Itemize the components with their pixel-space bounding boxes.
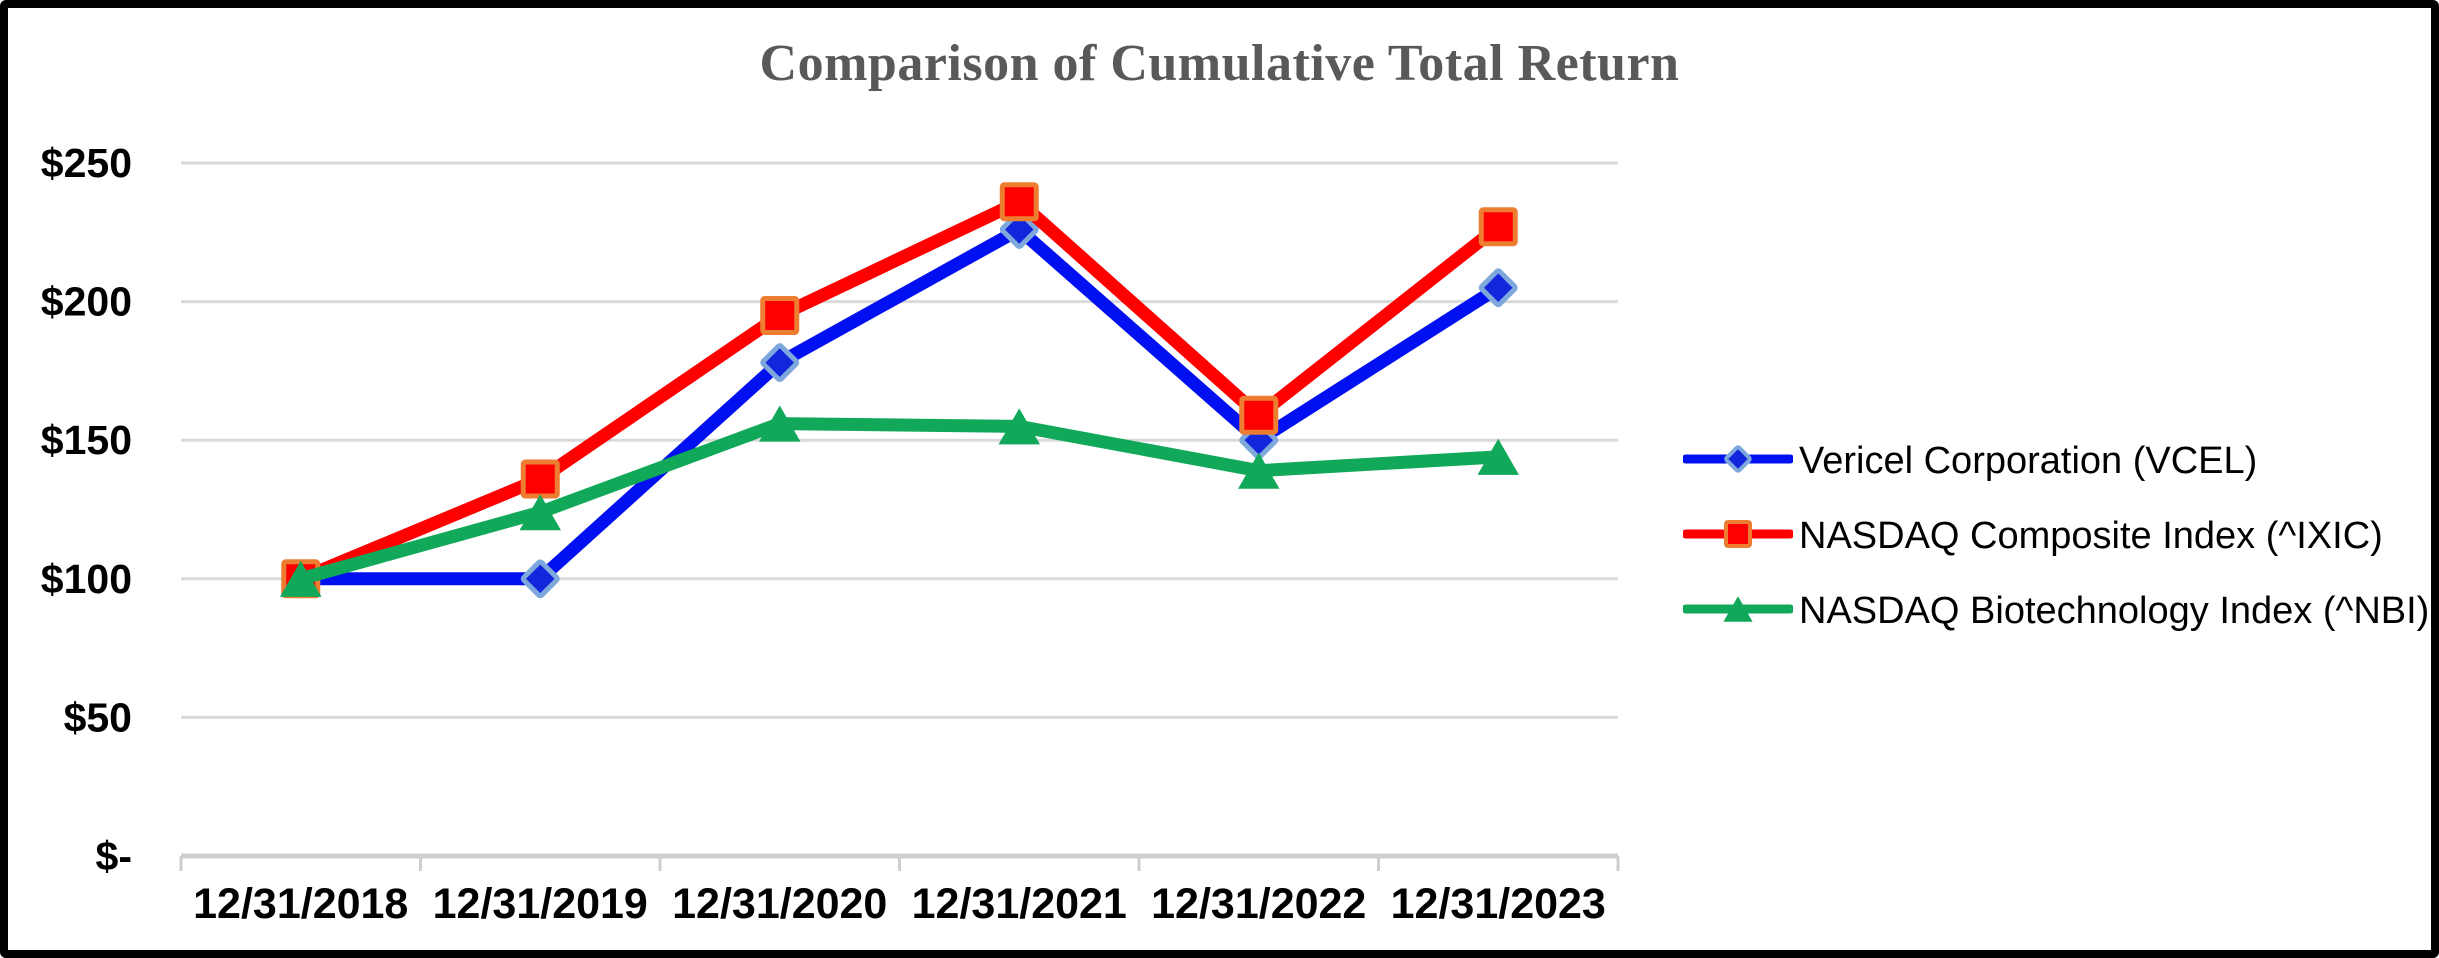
series-triangle (280, 405, 1519, 597)
square-marker-icon (760, 295, 800, 335)
legend-item-vcel: Vericel Corporation (VCEL) (1681, 434, 2429, 489)
x-axis (179, 853, 1620, 871)
ixic-line-square-swatch-icon (1681, 509, 1795, 564)
legend-label-vcel: Vericel Corporation (VCEL) (1799, 439, 2258, 482)
series-diamond (281, 210, 1518, 599)
y-tick-label: $50 (64, 694, 132, 740)
square-marker-icon (1239, 395, 1279, 435)
x-tick-label: 12/31/2021 (912, 880, 1127, 928)
x-tick-label: 12/31/2022 (1151, 880, 1366, 928)
plot-area: $250 $200 $150 $100 $50 $- 12/31/2018 12/31/201… (8, 8, 2431, 950)
gridlines (181, 161, 1618, 719)
legend: Vericel Corporation (VCEL) NASDAQ Compos… (1681, 434, 2430, 661)
legend-item-ixic: NASDAQ Composite Index (^IXIC) (1681, 509, 2429, 564)
triangle-marker-icon (1723, 595, 1753, 622)
x-tick-label: 12/31/2023 (1391, 880, 1606, 928)
y-tick-label: $250 (41, 140, 132, 186)
triangle-marker-icon (998, 408, 1040, 445)
legend-label-nbi: NASDAQ Biotechnology Index (^NBI) (1799, 589, 2430, 632)
diamond-marker-icon (1478, 268, 1518, 308)
vcel-line-diamond-swatch-icon (1681, 434, 1795, 489)
square-marker-icon (1478, 207, 1518, 247)
diamond-marker-icon (520, 559, 560, 599)
diamond-marker-icon (760, 343, 800, 383)
triangle-marker-icon (1477, 438, 1519, 475)
diamond-marker-icon (1724, 444, 1752, 473)
y-tick-label: $200 (41, 279, 132, 325)
triangle-marker-icon (519, 494, 561, 531)
x-axis-labels: 12/31/2018 12/31/2019 12/31/2020 12/31/2021… (193, 880, 1606, 928)
x-tick-label: 12/31/2019 (433, 880, 648, 928)
y-axis-labels: $250 $200 $150 $100 $50 $- (41, 140, 132, 879)
legend-item-nbi: NASDAQ Biotechnology Index (^NBI) (1681, 584, 2430, 639)
legend-label-ixic: NASDAQ Composite Index (^IXIC) (1799, 514, 2383, 557)
x-tick-label: 12/31/2020 (672, 880, 887, 928)
square-marker-icon (520, 459, 560, 499)
nbi-line-triangle-swatch-icon (1681, 584, 1795, 639)
triangle-marker-icon (280, 560, 322, 597)
x-tick-label: 12/31/2018 (193, 880, 408, 928)
y-tick-label: $150 (41, 417, 132, 463)
square-marker-icon (1724, 519, 1752, 548)
y-tick-label: $- (96, 833, 132, 879)
square-marker-icon (999, 182, 1039, 222)
y-tick-label: $100 (41, 556, 132, 602)
triangle-marker-icon (759, 405, 801, 442)
triangle-marker-icon (1238, 452, 1280, 489)
chart-title: Comparison of Cumulative Total Return (759, 35, 1680, 92)
